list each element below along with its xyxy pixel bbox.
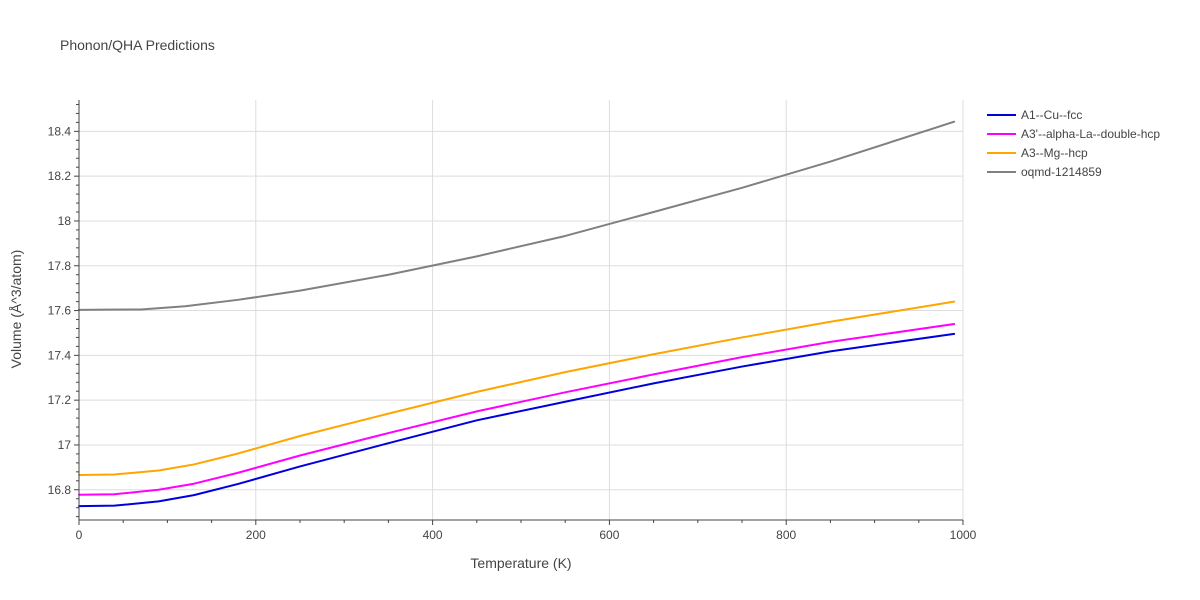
y-tick-label: 18.4	[48, 124, 72, 138]
legend-label: A3--Mg--hcp	[1021, 146, 1088, 160]
legend-item[interactable]: A1--Cu--fcc	[987, 108, 1082, 122]
y-axis-title: Volume (Å^3/atom)	[8, 250, 24, 369]
legend-label: A3'--alpha-La--double-hcp	[1021, 127, 1160, 141]
y-tick-label: 17	[58, 438, 72, 452]
legend[interactable]: A1--Cu--fcc A3'--alpha-La--double-hcp A3--…	[987, 108, 1160, 179]
legend-item[interactable]: A3'--alpha-La--double-hcp	[987, 127, 1160, 141]
y-tick-label: 18	[58, 214, 72, 228]
x-tick-label: 1000	[950, 528, 977, 542]
series-line-2	[78, 300, 956, 476]
x-tick-label: 0	[76, 528, 83, 542]
y-tick-label: 17.4	[48, 348, 72, 362]
legend-item[interactable]: oqmd-1214859	[987, 165, 1102, 179]
x-tick-label: 400	[423, 528, 443, 542]
x-tick-label: 600	[599, 528, 619, 542]
chart-title: Phonon/QHA Predictions	[60, 37, 215, 53]
y-tick-label: 16.8	[48, 483, 72, 497]
series-lines	[78, 120, 956, 508]
x-tick-label: 800	[776, 528, 796, 542]
x-axis-title: Temperature (K)	[470, 555, 571, 571]
y-tick-label: 17.8	[48, 259, 72, 273]
series-line-0	[78, 332, 956, 508]
y-tick-label: 17.6	[48, 304, 72, 318]
grid-lines	[79, 100, 964, 520]
series-line-3	[78, 120, 956, 311]
legend-item[interactable]: A3--Mg--hcp	[987, 146, 1088, 160]
axes: 0 200 400 600 800 1000 16.8 17 17.2 17.4 17.6 17.8 1…	[48, 100, 977, 542]
x-tick-label: 200	[246, 528, 266, 542]
series-line-1	[78, 323, 956, 496]
legend-label: A1--Cu--fcc	[1021, 108, 1082, 122]
y-tick-label: 17.2	[48, 393, 72, 407]
y-tick-label: 18.2	[48, 169, 72, 183]
legend-label: oqmd-1214859	[1021, 165, 1102, 179]
